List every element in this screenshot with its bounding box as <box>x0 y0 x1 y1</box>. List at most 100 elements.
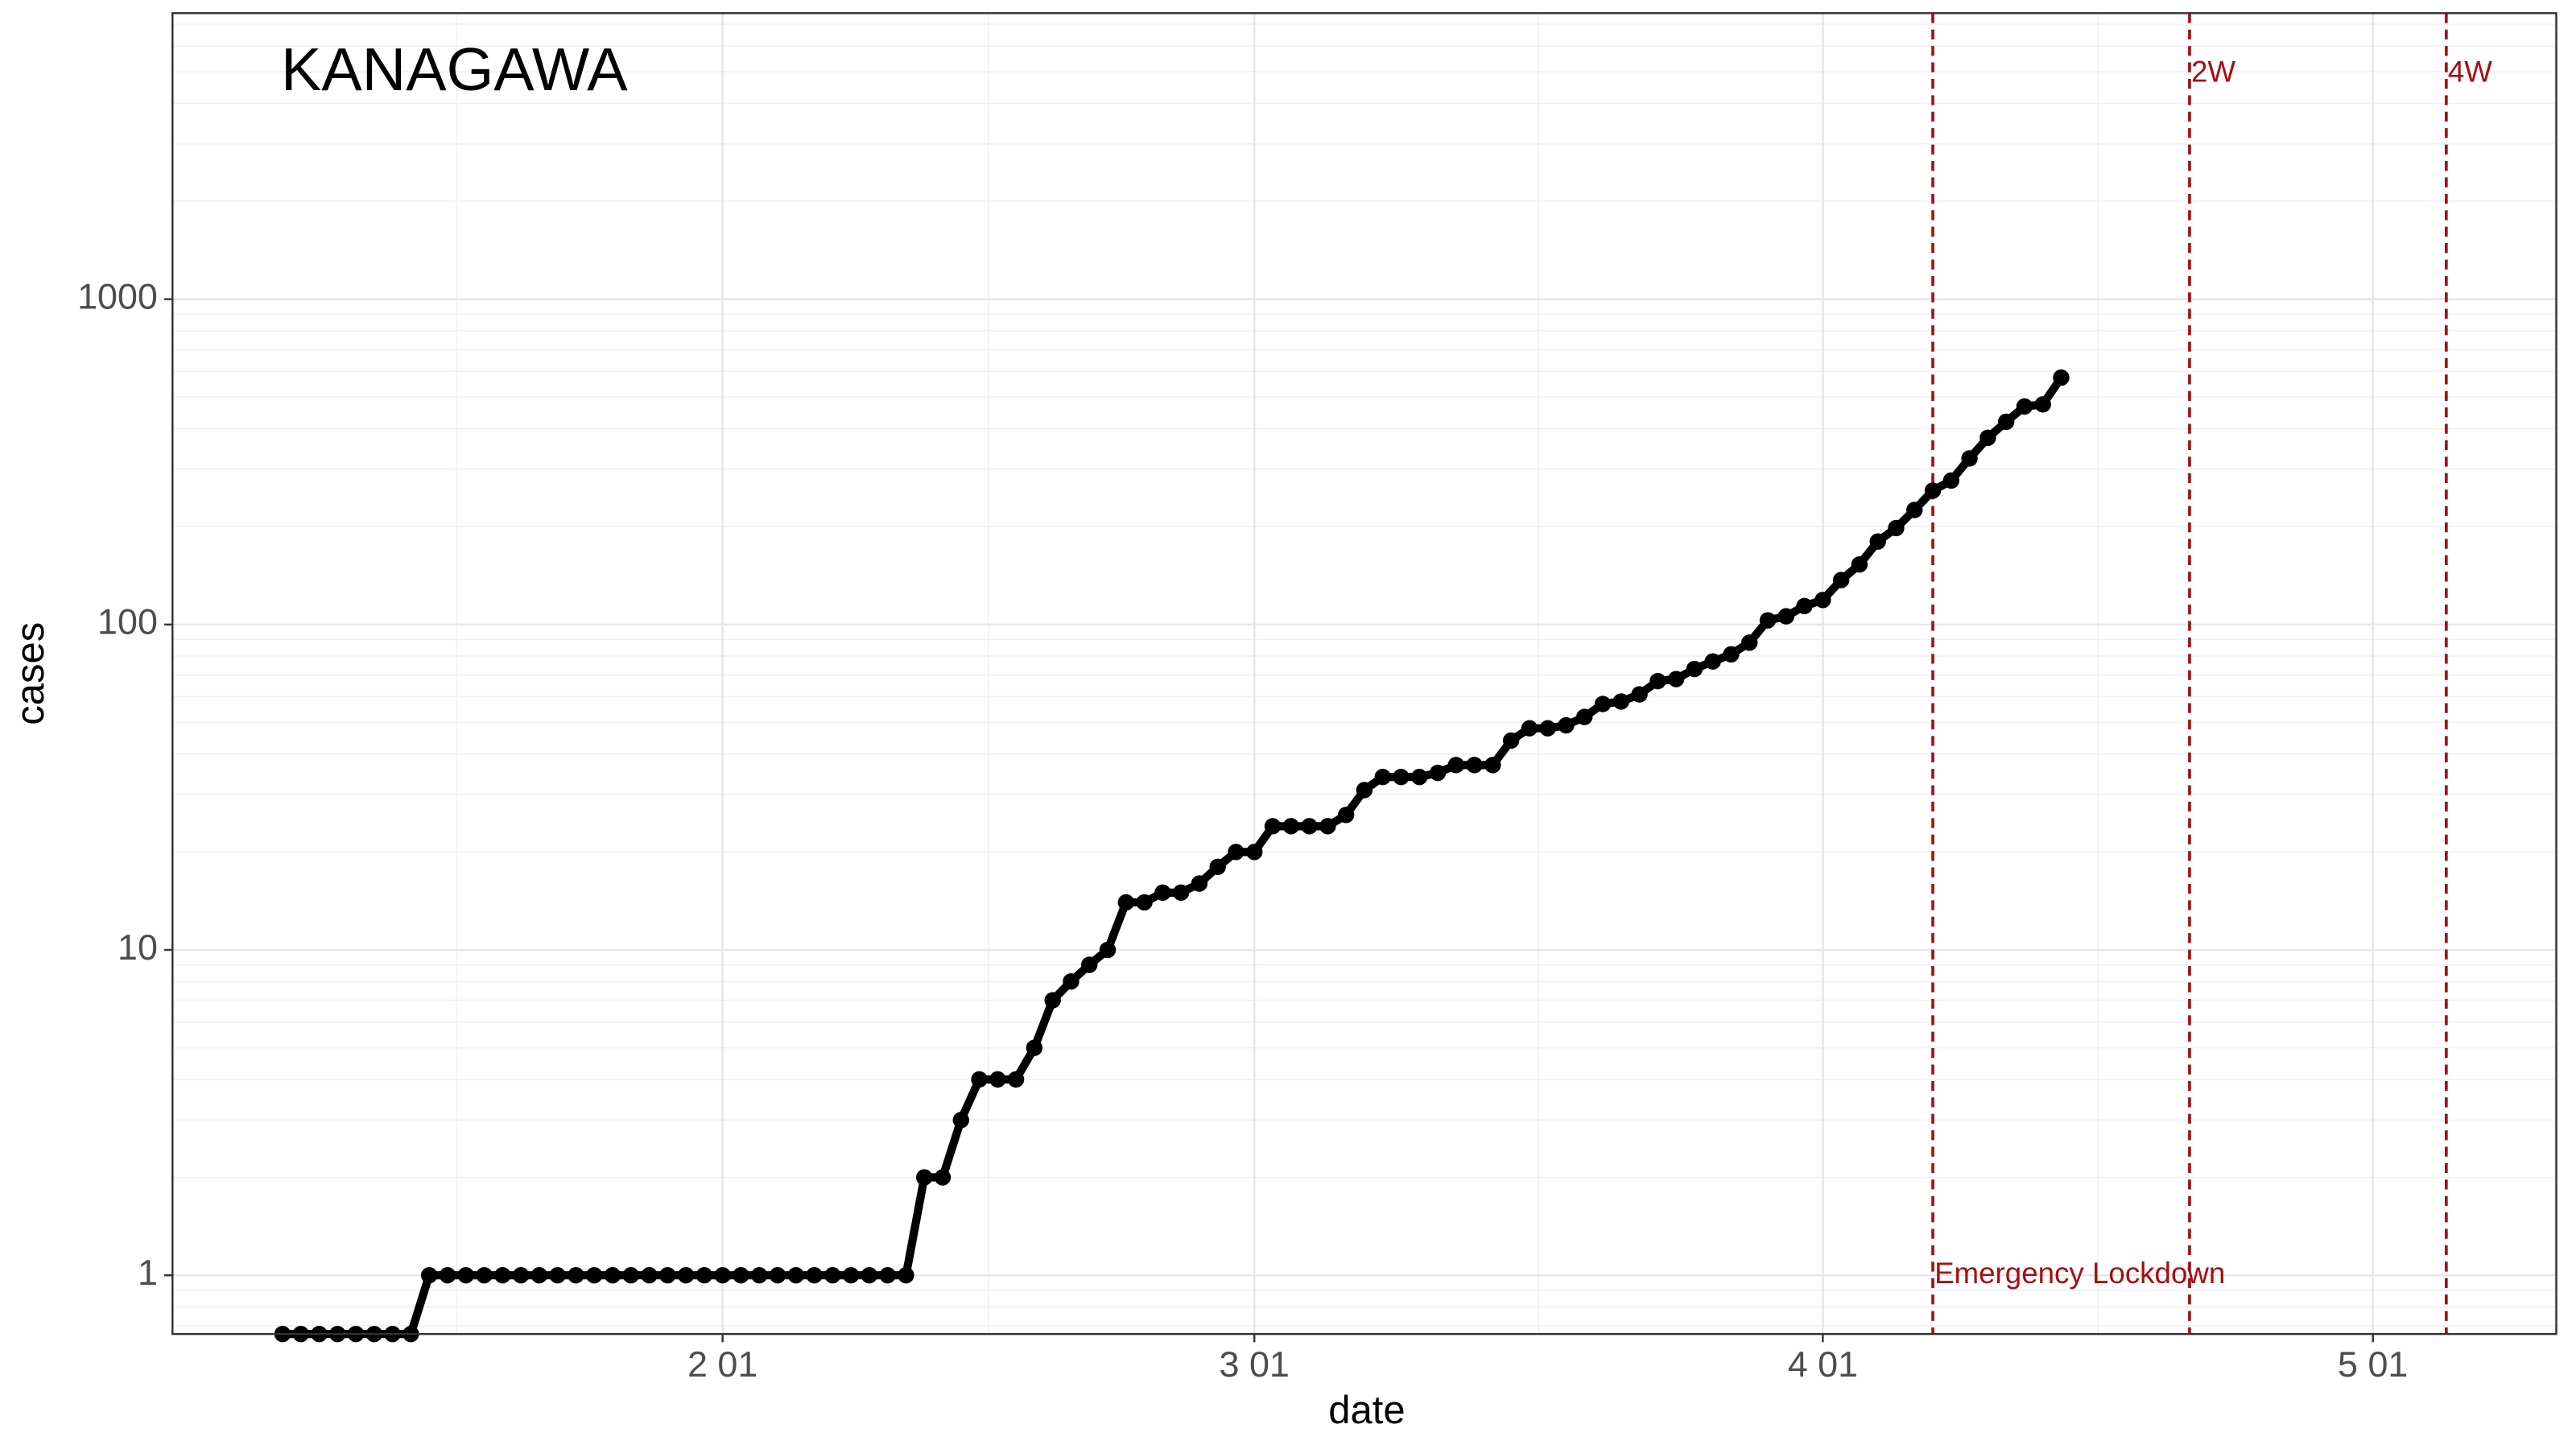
point <box>1264 818 1282 835</box>
reference-label: Emergency Lockdown <box>1934 1257 2225 1290</box>
point <box>1117 894 1134 911</box>
point <box>1924 482 1942 499</box>
point <box>1429 764 1447 782</box>
point <box>898 1267 914 1284</box>
chart-title: KANAGAWA <box>281 36 628 104</box>
point <box>549 1267 566 1284</box>
axes: 1 10 100 1000 2 01 3 01 4 01 5 01 <box>77 276 2408 1385</box>
point <box>604 1267 621 1284</box>
x-tick-label: 4 01 <box>1788 1344 1858 1385</box>
point <box>420 1267 438 1284</box>
point <box>641 1267 658 1284</box>
point <box>476 1267 493 1284</box>
point <box>1136 894 1153 911</box>
point <box>1612 693 1630 710</box>
y-tick-label: 1000 <box>77 276 158 317</box>
point <box>1796 597 1813 615</box>
point <box>530 1267 548 1284</box>
point <box>696 1267 713 1284</box>
point <box>934 1169 952 1186</box>
point <box>1832 572 1850 588</box>
point <box>1814 592 1831 609</box>
point <box>1099 941 1117 959</box>
point <box>1063 972 1080 990</box>
point <box>824 1267 841 1284</box>
point <box>2053 369 2070 386</box>
point <box>1594 696 1612 712</box>
point <box>1777 608 1795 625</box>
point <box>1191 875 1208 892</box>
point <box>1081 956 1098 973</box>
point <box>1484 757 1501 774</box>
point <box>1558 716 1575 734</box>
point <box>1301 818 1318 835</box>
point <box>1026 1039 1043 1056</box>
point <box>733 1267 749 1284</box>
point <box>1521 720 1538 737</box>
point <box>1539 720 1556 737</box>
point <box>1942 472 1960 489</box>
line <box>282 375 2065 1339</box>
point <box>787 1267 804 1284</box>
point <box>1228 844 1245 861</box>
reference-lines <box>1931 13 2448 1335</box>
point <box>1704 653 1721 670</box>
y-tick-label: 10 <box>118 927 158 968</box>
point <box>1246 844 1263 861</box>
point <box>585 1267 603 1284</box>
x-tick-label: 5 01 <box>2338 1344 2408 1385</box>
y-tick-label: 1 <box>138 1252 158 1293</box>
point <box>1502 732 1520 749</box>
point <box>1172 884 1190 902</box>
point <box>1906 502 1923 518</box>
point <box>989 1071 1006 1088</box>
panel-border <box>171 12 2557 1335</box>
annotations: Emergency Lockdown 2W 4W <box>1934 56 2492 1290</box>
point <box>1888 519 1905 537</box>
point <box>916 1169 933 1186</box>
point <box>1044 992 1061 1009</box>
reference-label: 4W <box>2448 56 2492 89</box>
point <box>842 1267 860 1284</box>
point <box>659 1267 676 1284</box>
point <box>1759 612 1777 629</box>
point <box>1209 858 1226 876</box>
point <box>1667 671 1685 687</box>
point <box>2034 396 2051 413</box>
point <box>1319 818 1336 835</box>
point <box>971 1071 988 1088</box>
point <box>1337 807 1355 824</box>
marks <box>274 369 2070 1343</box>
point <box>1961 450 1978 467</box>
point <box>1393 768 1410 786</box>
x-tick-label: 3 01 <box>1220 1344 1290 1385</box>
point <box>1411 768 1428 786</box>
x-axis-title: date <box>1328 1389 1405 1432</box>
point <box>568 1267 584 1284</box>
y-tick-label: 100 <box>97 601 158 642</box>
point <box>1997 413 2015 431</box>
point <box>1374 768 1391 786</box>
point <box>439 1267 456 1284</box>
point <box>806 1267 823 1284</box>
point <box>1576 708 1593 725</box>
point <box>1741 634 1758 651</box>
point <box>1282 818 1299 835</box>
point <box>1686 660 1703 678</box>
point <box>1851 555 1868 573</box>
point <box>714 1267 731 1284</box>
point <box>1007 1071 1025 1088</box>
point <box>1979 429 1996 447</box>
point <box>750 1267 768 1284</box>
point <box>1356 782 1373 799</box>
reference-label: 2W <box>2191 56 2235 89</box>
point <box>861 1267 878 1284</box>
point <box>1447 757 1464 774</box>
point <box>677 1267 695 1284</box>
point <box>512 1267 530 1284</box>
y-axis-title: cases <box>9 622 52 725</box>
point <box>2016 398 2033 415</box>
point <box>494 1267 511 1284</box>
